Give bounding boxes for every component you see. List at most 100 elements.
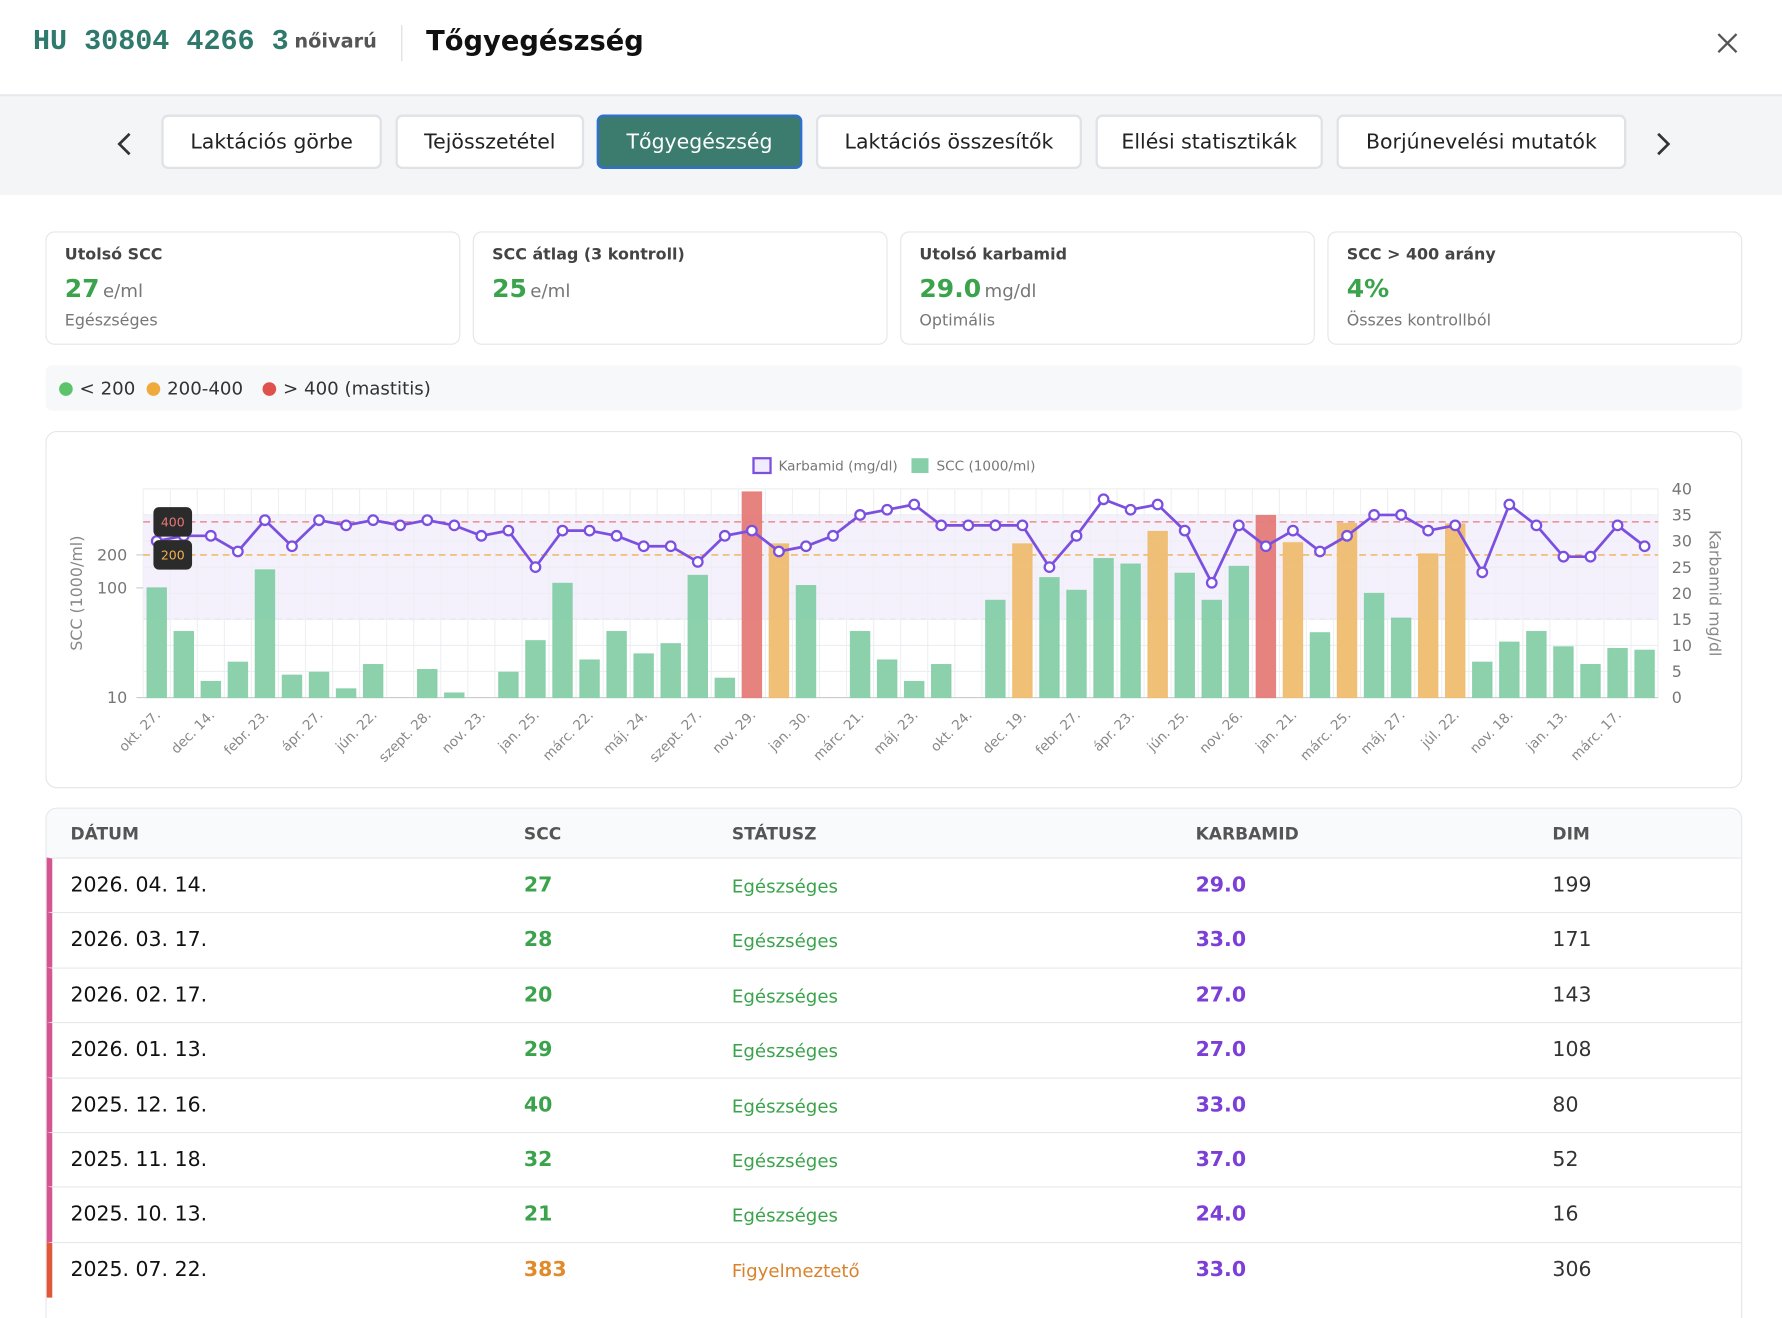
prev-arrow[interactable] bbox=[114, 130, 137, 157]
scc-bar bbox=[1120, 563, 1141, 699]
kpi-value: 25 bbox=[492, 275, 527, 304]
tab[interactable]: Borjúnevelési mutatók bbox=[1336, 114, 1627, 170]
scc-bar bbox=[1580, 663, 1601, 699]
x-tick-label: jan. 30. bbox=[765, 707, 813, 755]
chart-card: 0 5 10 15 20 25 30 35 40 10 100 200 SCC (1000/ml) Kar… bbox=[45, 431, 1743, 789]
x-tick-label: márc. 21. bbox=[810, 707, 867, 764]
karbamid-point bbox=[1557, 550, 1570, 563]
karbamid-point bbox=[529, 561, 542, 574]
table-cell: 108 bbox=[1552, 1038, 1592, 1062]
y-tick-label: 10 bbox=[107, 688, 127, 707]
table-cell: 2025. 12. 16. bbox=[70, 1092, 208, 1117]
kpi-value: 4% bbox=[1346, 275, 1390, 304]
table-cell: 2025. 07. 22. bbox=[70, 1257, 208, 1282]
header bbox=[0, 0, 1782, 97]
table-cell: 2025. 10. 13. bbox=[70, 1202, 208, 1227]
close-button[interactable] bbox=[1714, 29, 1741, 56]
scc-bar bbox=[1499, 641, 1520, 699]
karbamid-point bbox=[1151, 498, 1164, 511]
table-cell: 199 bbox=[1552, 873, 1592, 898]
next-arrow[interactable] bbox=[1651, 130, 1674, 157]
legend-label: 200-400 bbox=[167, 377, 244, 400]
table-cell: 27 bbox=[523, 873, 553, 898]
table-row: 2026. 04. 14. 27 Egészséges 29.0 199 bbox=[46, 857, 1742, 914]
threshold-label: 200 bbox=[161, 547, 185, 562]
karbamid-point bbox=[1178, 524, 1191, 537]
karbamid-point bbox=[1638, 540, 1651, 553]
tab[interactable]: Tőgyegészség bbox=[596, 114, 803, 170]
scc-bar bbox=[1445, 523, 1466, 699]
scc-bar bbox=[714, 677, 736, 699]
karbamid-point bbox=[718, 529, 731, 542]
table-row: 2025. 12. 16. 40 Egészséges 33.0 80 bbox=[46, 1077, 1742, 1133]
table-cell: 171 bbox=[1552, 928, 1592, 953]
tab[interactable]: Tejösszetétel bbox=[395, 114, 585, 170]
scc-bar bbox=[1363, 592, 1385, 699]
table-cell: Egészséges bbox=[731, 1040, 838, 1062]
tab[interactable]: Laktációs összesítők bbox=[815, 114, 1082, 170]
karbamid-point bbox=[286, 540, 298, 553]
x-tick-label: febr. 23. bbox=[221, 707, 272, 758]
karbamid-point bbox=[1503, 498, 1516, 511]
legend-label: > 400 (mastitis) bbox=[282, 377, 431, 400]
kpi-value-row: 4% bbox=[1347, 276, 1389, 304]
scc-bar bbox=[1255, 514, 1277, 699]
karbamid-point bbox=[313, 514, 325, 527]
karbamid-point bbox=[556, 524, 569, 537]
kpi-value-row: 27 e/ml bbox=[65, 276, 143, 304]
kpi-card: SCC > 400 arány 4% Összes kontrollból bbox=[1327, 231, 1743, 345]
scc-bar bbox=[146, 587, 167, 699]
x-tick-label: szept. 28. bbox=[376, 707, 435, 766]
table-cell: 16 bbox=[1552, 1202, 1579, 1227]
karbamid-point bbox=[340, 519, 352, 532]
x-tick-label: szept. 27. bbox=[646, 707, 705, 766]
legend-item: < 200 bbox=[59, 377, 136, 400]
karbamid-point bbox=[1422, 524, 1435, 537]
table-cell: Figyelmeztető bbox=[731, 1259, 860, 1282]
tab[interactable]: Ellési statisztikák bbox=[1095, 114, 1323, 170]
x-tick-label: jan. 25. bbox=[495, 707, 543, 755]
x-tick-label: máj. 24. bbox=[600, 707, 651, 758]
karbamid-point bbox=[881, 503, 894, 516]
karbamid-point bbox=[800, 540, 812, 553]
karbamid-point bbox=[935, 519, 948, 532]
x-tick-label: jún. 22. bbox=[332, 707, 380, 755]
karbamid-point bbox=[1205, 576, 1218, 589]
karbamid-point bbox=[745, 524, 758, 537]
karbamid-point bbox=[854, 509, 866, 521]
tab[interactable]: Laktációs görbe bbox=[161, 114, 382, 170]
x-tick-label: ápr. 23. bbox=[1090, 707, 1138, 755]
table-cell: 143 bbox=[1552, 983, 1592, 1007]
table-cell: 21 bbox=[523, 1202, 553, 1227]
scc-bar bbox=[931, 663, 952, 699]
x-tick-label: febr. 27. bbox=[1033, 707, 1084, 758]
x-tick-label: nov. 26. bbox=[1196, 707, 1246, 757]
legend-label: < 200 bbox=[79, 377, 136, 400]
karbamid-point bbox=[394, 519, 407, 532]
table-cell: Egészséges bbox=[731, 875, 838, 898]
karbamid-point bbox=[259, 514, 271, 527]
y2-tick-label: 40 bbox=[1672, 480, 1692, 499]
table-cell: 33.0 bbox=[1195, 1092, 1247, 1117]
table-cell: 2026. 01. 13. bbox=[70, 1038, 208, 1062]
scc-bar bbox=[1526, 630, 1547, 699]
karbamid-point bbox=[1476, 566, 1489, 579]
table-cell: Egészséges bbox=[731, 1095, 838, 1117]
table-cell: Egészséges bbox=[731, 930, 838, 953]
scc-bar bbox=[525, 640, 546, 699]
x-tick-label: dec. 14. bbox=[168, 707, 218, 757]
y-tick-label: 200 bbox=[97, 546, 127, 565]
column-header: DIM bbox=[1552, 823, 1590, 844]
scc-bar bbox=[417, 669, 438, 699]
scc-bar bbox=[849, 630, 871, 699]
table-cell: 27.0 bbox=[1195, 1038, 1247, 1062]
kpi-value-row: 25 e/ml bbox=[492, 276, 570, 304]
kpi-title: Utolsó SCC bbox=[64, 246, 163, 265]
y2-tick-label: 30 bbox=[1672, 532, 1692, 551]
legend-item: > 400 (mastitis) bbox=[262, 377, 431, 400]
karbamid-point bbox=[1097, 493, 1110, 506]
karbamid-point bbox=[475, 529, 488, 542]
scc-bar bbox=[795, 585, 817, 699]
table-row: 2026. 01. 13. 29 Egészséges 27.0 108 bbox=[46, 1022, 1742, 1078]
